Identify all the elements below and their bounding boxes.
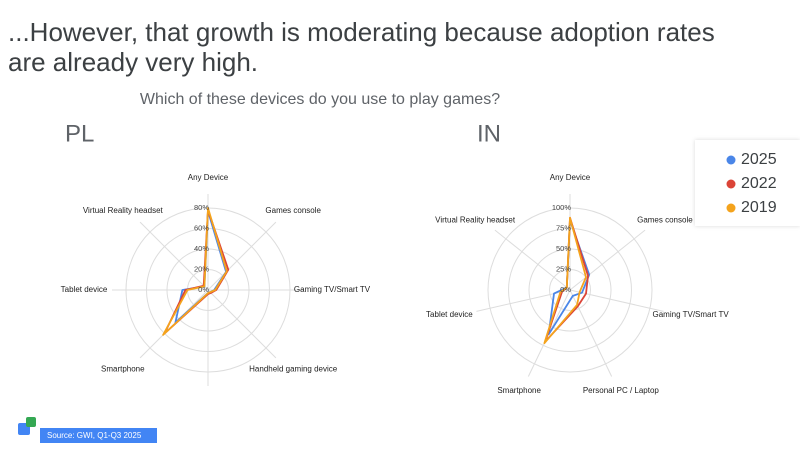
axis-label: Handheld gaming device bbox=[249, 364, 338, 373]
spoke bbox=[569, 289, 664, 312]
y-tick-label: 60% bbox=[194, 223, 209, 232]
spoke bbox=[569, 229, 646, 291]
axis-label: Personal PC / Laptop bbox=[583, 386, 660, 395]
legend: 2025 2022 2019 bbox=[695, 140, 800, 226]
axis-label: Games console bbox=[637, 215, 693, 224]
legend-label: 2022 bbox=[741, 175, 777, 192]
legend-label: 2025 bbox=[741, 151, 777, 168]
axis-label: Games console bbox=[265, 206, 321, 215]
axis-label: Tablet device bbox=[426, 310, 473, 319]
y-tick-label: 100% bbox=[552, 203, 572, 212]
y-tick-label: 50% bbox=[556, 244, 571, 253]
axis-label: Virtual Reality headset bbox=[83, 206, 164, 215]
y-tick-label: 25% bbox=[556, 264, 571, 273]
logo bbox=[18, 417, 36, 435]
charts: PL Any Device Games console Gaming TV/Smart… bbox=[61, 120, 800, 395]
axis-label: Tablet device bbox=[61, 285, 108, 294]
y-tick-label: 0% bbox=[560, 285, 571, 294]
axis-label: Smartphone bbox=[497, 386, 541, 395]
axis-label: Gaming TV/Smart TV bbox=[653, 310, 730, 319]
axis-label: Smartphone bbox=[101, 364, 145, 373]
spoke bbox=[139, 221, 209, 291]
subtitle: Which of these devices do you use to pla… bbox=[140, 91, 500, 108]
legend-box bbox=[695, 140, 800, 226]
source-box bbox=[40, 428, 157, 443]
logo-shape bbox=[26, 417, 36, 427]
headline: ...However, that growth is moderating be… bbox=[8, 17, 715, 47]
axis-label: Virtual Reality headset bbox=[435, 215, 516, 224]
legend-label: 2019 bbox=[741, 199, 777, 216]
spoke bbox=[494, 229, 571, 291]
axis-label: Gaming TV/Smart TV bbox=[294, 285, 371, 294]
axis-label: Any Device bbox=[550, 173, 591, 182]
chart-title: IN bbox=[477, 120, 501, 147]
y-tick-label: 20% bbox=[194, 264, 209, 273]
y-tick-label: 40% bbox=[194, 244, 209, 253]
spoke bbox=[569, 289, 613, 377]
legend-dot bbox=[726, 155, 736, 165]
legend-dot bbox=[726, 203, 736, 213]
chart-title: PL bbox=[65, 120, 94, 147]
spoke bbox=[207, 289, 277, 359]
y-tick-label: 80% bbox=[194, 203, 209, 212]
axis-label: Any Device bbox=[188, 173, 229, 182]
y-tick-label: 75% bbox=[556, 223, 571, 232]
spoke bbox=[207, 221, 277, 291]
legend-dot bbox=[726, 179, 736, 189]
radar-line bbox=[162, 207, 228, 336]
y-tick-label: 0% bbox=[198, 285, 209, 294]
source: Source: GWI, Q1-Q3 2025 bbox=[47, 431, 142, 440]
headline: are already very high. bbox=[8, 47, 258, 77]
radar-line bbox=[543, 216, 587, 345]
